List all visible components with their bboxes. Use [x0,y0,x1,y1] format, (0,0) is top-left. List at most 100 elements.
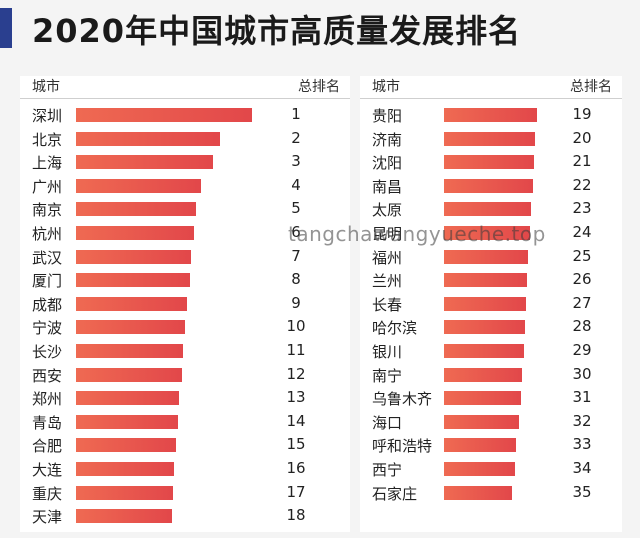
table-row: 上海 3 [20,150,350,174]
table-row: 南昌 22 [360,174,622,198]
rank-value: 12 [286,364,306,383]
city-label: 青岛 [32,413,63,432]
score-bar [76,202,196,217]
score-bar [444,108,537,122]
table-row: 太原 23 [360,197,622,221]
city-label: 海口 [372,413,403,432]
rank-value: 18 [286,506,306,525]
score-bar [444,367,522,382]
city-label: 呼和浩特 [372,437,433,456]
rank-value: 11 [286,341,306,359]
table-row: 贵阳 19 [360,103,622,127]
page-title: 2020年中国城市高质量发展排名 [32,12,522,50]
score-bar [444,485,512,500]
score-bar [76,131,220,146]
rank-value: 15 [286,435,306,454]
rank-value: 28 [572,317,592,336]
score-bar [444,178,533,193]
rank-value: 14 [286,411,306,430]
score-bar [444,462,515,476]
score-bar [76,367,182,382]
score-bar [444,391,521,406]
city-label: 广州 [32,177,63,196]
table-row: 宁波 10 [20,315,350,339]
rank-value: 30 [572,364,592,383]
city-label: 西安 [32,366,63,385]
table-row: 哈尔滨 28 [360,315,622,339]
rank-value: 13 [286,388,306,407]
score-bar [444,320,525,335]
rank-value: 8 [291,270,301,289]
table-header-left: 城市 总排名 [20,76,350,99]
table-row: 大连 16 [20,457,350,481]
table-row: 银川 29 [360,339,622,363]
rank-value: 3 [291,152,301,171]
column-header-city: 城市 [372,79,400,95]
score-bar [444,438,516,453]
rank-value: 29 [572,341,592,359]
score-bar [76,178,201,193]
table-row: 深圳 1 [20,103,350,127]
city-label: 上海 [32,154,63,173]
rank-value: 5 [291,199,301,218]
table-row: 厦门 8 [20,268,350,292]
table-row: 南京 5 [20,197,350,221]
rank-value: 4 [291,175,301,194]
score-bar [76,438,176,453]
rank-value: 2 [291,128,301,147]
city-label: 福州 [372,248,403,267]
table-row: 长沙 11 [20,339,350,363]
table-row: 乌鲁木齐 31 [360,386,622,410]
score-bar [444,414,519,429]
rank-value: 27 [572,293,592,312]
table-row: 西宁 34 [360,457,622,481]
table-row: 青岛 14 [20,410,350,434]
city-label: 深圳 [32,107,63,125]
rank-value: 32 [572,411,592,430]
table-row: 昆明 24 [360,221,622,245]
watermark-text: tangchawangyueche.top [288,222,546,246]
rank-value: 22 [572,175,592,194]
title-accent-bar [0,8,12,48]
table-row: 成都 9 [20,292,350,316]
city-label: 银川 [372,343,403,361]
table-row: 兰州 26 [360,268,622,292]
city-label: 南昌 [372,177,403,196]
rank-value: 23 [572,199,592,218]
table-row: 郑州 13 [20,386,350,410]
table-row: 呼和浩特 33 [360,433,622,457]
table-row: 长春 27 [360,292,622,316]
city-label: 济南 [372,130,403,149]
table-row: 济南 20 [360,127,622,151]
rank-value: 20 [572,128,592,147]
ranking-table-left: 城市 总排名 深圳 1 北京 2 上海 3 广州 4 南京 5 杭州 6 武汉 7 厦门 8 成都 9 宁波 10 长沙… [20,76,350,532]
score-bar [76,273,190,288]
rank-value: 9 [291,293,301,312]
score-bar [444,296,526,311]
city-label: 武汉 [32,248,63,267]
city-label: 长春 [372,295,403,314]
city-label: 西宁 [372,461,403,479]
city-label: 昆明 [372,225,403,243]
table-row: 杭州 6 [20,221,350,245]
city-label: 南京 [32,201,63,220]
rank-value: 16 [286,459,306,477]
title-bar: 2020年中国城市高质量发展排名 [0,0,640,58]
rank-value: 24 [572,223,592,241]
table-row: 重庆 17 [20,481,350,505]
table-row: 石家庄 35 [360,481,622,505]
rank-value: 19 [572,105,592,123]
rank-value: 6 [291,223,301,241]
rank-value: 26 [572,270,592,289]
score-bar [76,226,194,240]
score-bar [76,320,185,335]
column-header-rank: 总排名 [570,79,612,95]
table-row: 广州 4 [20,174,350,198]
city-label: 郑州 [32,390,63,409]
table-row: 沈阳 21 [360,150,622,174]
city-label: 合肥 [32,437,63,456]
table-row: 海口 32 [360,410,622,434]
city-label: 太原 [372,201,403,220]
table-row: 合肥 15 [20,433,350,457]
rank-value: 35 [572,482,592,501]
